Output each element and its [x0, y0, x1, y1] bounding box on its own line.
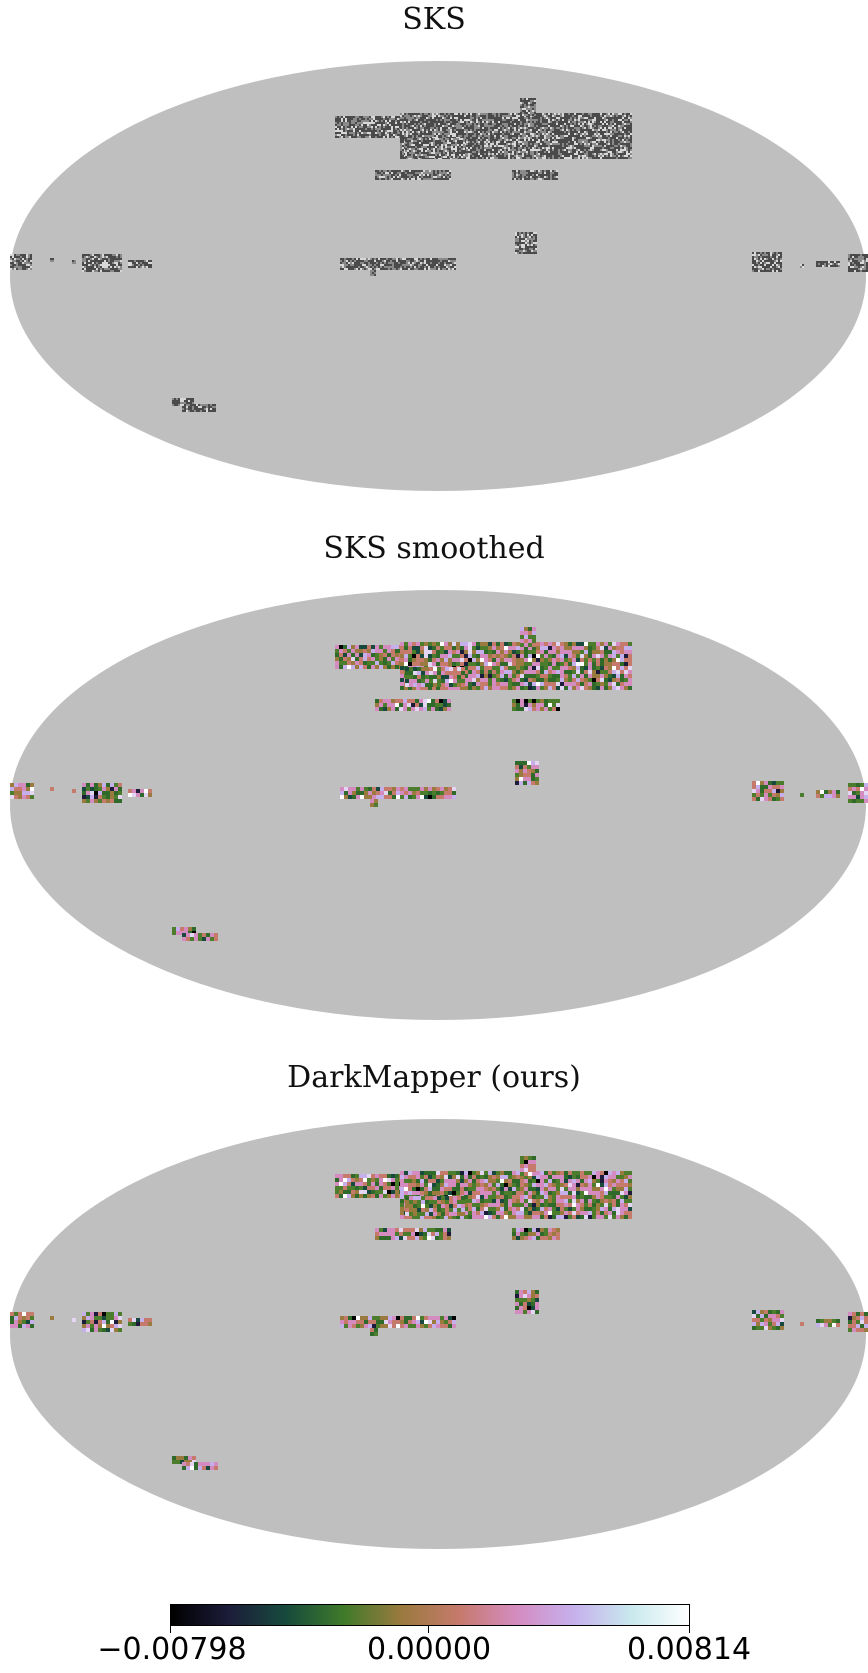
survey-footprint [10, 627, 868, 941]
sky-background [10, 61, 866, 491]
mollweide-map-sks [10, 61, 868, 491]
panel-sks-smoothed [0, 587, 868, 1027]
colorbar-tick-min [170, 1625, 171, 1633]
survey-footprint [10, 98, 868, 412]
colorbar-tick-label-mid: 0.00000 [366, 1632, 492, 1667]
survey-footprint [10, 1156, 868, 1470]
panel-sks [0, 58, 868, 498]
panel-darkmapper [0, 1116, 868, 1556]
sky-background [10, 590, 866, 1020]
panel-title-sks: SKS [402, 2, 466, 37]
sky-background [10, 1119, 866, 1549]
panel-title-sks-smoothed: SKS smoothed [323, 531, 545, 566]
mollweide-map-darkmapper [10, 1119, 868, 1549]
colorbar [170, 1604, 690, 1626]
colorbar-tick-label-min: −0.00798 [97, 1632, 247, 1667]
colorbar-tick-max [689, 1625, 690, 1633]
colorbar-tick-label-max: 0.00814 [626, 1632, 752, 1667]
colorbar-gradient [170, 1604, 690, 1626]
panel-title-darkmapper: DarkMapper (ours) [287, 1060, 581, 1095]
mollweide-map-sks-smoothed [10, 590, 868, 1020]
colorbar-tick-mid [428, 1625, 429, 1633]
